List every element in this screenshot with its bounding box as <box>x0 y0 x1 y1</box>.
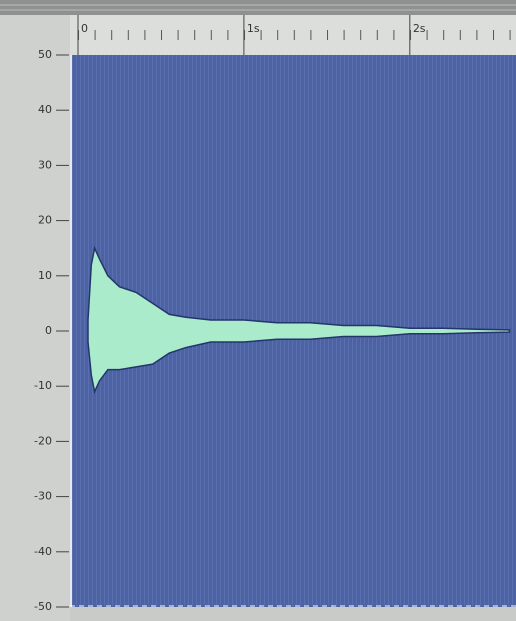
y-tick-label: 20 <box>38 214 52 227</box>
y-tick-label: -20 <box>34 434 52 447</box>
y-tick-label: 10 <box>38 269 52 282</box>
y-tick-label: 40 <box>38 103 52 116</box>
ruler-minor-ticks <box>70 15 516 55</box>
y-tick-label: 30 <box>38 158 52 171</box>
window-bar <box>0 0 516 15</box>
waveform-editor: 50 40 30 20 10 0 -10 -20 -30 -40 -50 0 1s 2s <box>0 0 516 621</box>
y-tick-label: 50 <box>38 48 52 61</box>
x-tick-label: 2s <box>413 22 426 35</box>
y-tick-label: -30 <box>34 490 52 503</box>
y-tick-label: 0 <box>45 324 52 337</box>
x-tick-label: 1s <box>247 22 260 35</box>
y-tick-label: -10 <box>34 379 52 392</box>
x-tick-label: 0 <box>81 22 88 35</box>
page: 50403020100-10-20-30-40-5001s2s (() => {… <box>0 0 516 621</box>
y-tick-label: -40 <box>34 545 52 558</box>
amplitude-ruler <box>0 15 70 621</box>
y-tick-label: -50 <box>34 600 52 613</box>
